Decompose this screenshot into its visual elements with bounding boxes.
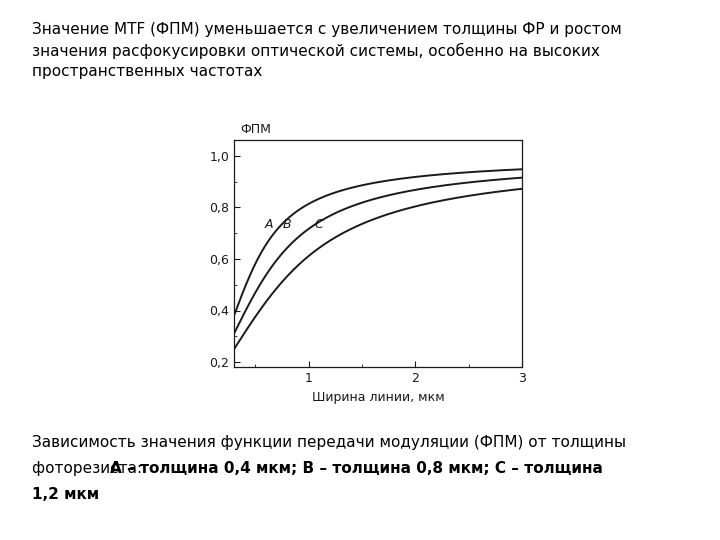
Text: B: B <box>283 218 292 231</box>
Text: фоторезиста:: фоторезиста: <box>32 461 148 476</box>
Text: Значение MTF (ФПМ) уменьшается с увеличением толщины ФР и ростом
значения расфок: Значение MTF (ФПМ) уменьшается с увеличе… <box>32 22 622 79</box>
Text: A: A <box>265 218 274 231</box>
Text: C: C <box>315 218 324 231</box>
Text: ФПМ: ФПМ <box>240 123 271 136</box>
Text: А – толщина 0,4 мкм; В – толщина 0,8 мкм; С – толщина: А – толщина 0,4 мкм; В – толщина 0,8 мкм… <box>110 461 603 476</box>
Text: 1,2 мкм: 1,2 мкм <box>32 487 99 502</box>
Text: Зависимость значения функции передачи модуляции (ФПМ) от толщины: Зависимость значения функции передачи мо… <box>32 435 626 450</box>
X-axis label: Ширина линии, мкм: Ширина линии, мкм <box>312 390 444 403</box>
